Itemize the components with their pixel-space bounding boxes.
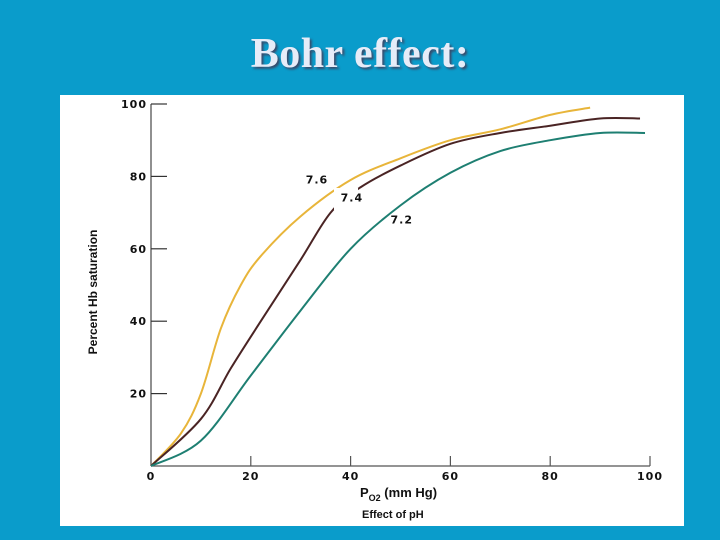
x-tick-label: 40 [342,470,359,483]
x-tick-label: 100 [637,470,663,483]
y-tick-label: 60 [130,243,147,256]
y-tick-label: 80 [130,170,147,183]
x-tick-label: 80 [542,470,559,483]
y-tick-labels: 20 40 60 80 100 [121,98,147,401]
chart-caption: Effect of pH [362,509,424,521]
curve-label-7-2: 7.2 [391,213,414,226]
x-ticks [250,456,651,466]
curve-label-7-4: 7.4 [341,192,364,205]
curve-labels: 7.6 7.4 7.2 [306,174,414,227]
y-tick-label: 40 [130,315,147,328]
y-ticks [151,103,167,395]
y-tick-label: 100 [121,98,147,111]
x-axis-title-sub: O2 [369,493,381,503]
x-axis-title-main: P [360,485,369,500]
curve-ph-7-2 [150,131,646,467]
x-axis-title-rest: (mm Hg) [381,485,437,500]
x-axis-title: PO2 (mm Hg) [360,485,437,503]
x-tick-label: 0 [147,470,156,483]
y-axis-title: Percent Hb saturation [86,230,100,355]
curves [150,106,646,467]
x-tick-label: 20 [242,470,259,483]
curve-label-7-6: 7.6 [306,174,329,187]
slide-title: Bohr effect: [250,31,470,77]
axes [150,104,650,467]
x-tick-labels: 0 20 40 60 80 100 [147,470,663,483]
y-tick-label: 20 [130,388,147,401]
curve-ph-7-6 [150,106,591,467]
curve-ph-7-4 [150,116,641,467]
x-tick-label: 60 [442,470,459,483]
label-gap [334,188,358,210]
